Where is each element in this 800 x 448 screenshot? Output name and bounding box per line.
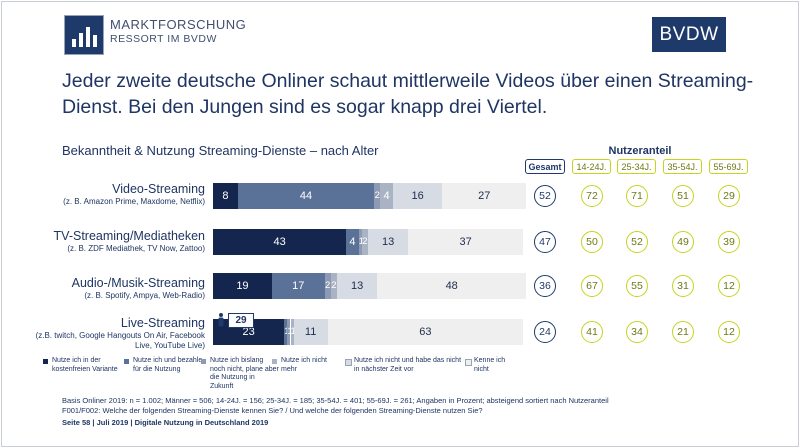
column-header-age-35-54: 35-54J. — [663, 159, 702, 174]
row-label-tv-streaming: TV-Streaming/Mediatheken (z. B. ZDF Medi… — [20, 229, 205, 254]
bar-segment: 19 — [213, 273, 272, 299]
legend-swatch — [43, 359, 48, 364]
row-label-audio-streaming: Audio-/Musik-Streaming (z. B. Spotify, A… — [20, 276, 205, 301]
bar-segment: 37 — [408, 229, 523, 255]
nutzeranteil-age-value: 21 — [672, 321, 694, 343]
legend-label: Nutze ich in der kostenfreien Variante — [52, 357, 118, 373]
nutzeranteil-age-value: 41 — [581, 321, 603, 343]
bar-segment: 2 — [374, 183, 381, 209]
legend-swatch — [201, 359, 206, 364]
bar-segment: 13 — [368, 229, 409, 255]
nutzeranteil-age-value: 52 — [626, 231, 648, 253]
bar-segment: 16 — [392, 183, 443, 209]
nutzeranteil-age-value: 34 — [626, 321, 648, 343]
legend-item: Nutze ich nicht und habe das nicht in nä… — [345, 357, 464, 374]
nutzeranteil-total-value: 36 — [534, 275, 556, 297]
legend-label: Nutze ich und bezahle für die Nutzung — [133, 357, 203, 373]
legend-label: Kenne ich nicht — [474, 357, 506, 373]
nutzeranteil-age-value: 12 — [718, 275, 740, 297]
row-examples: (z. B. ZDF Mediathek, TV Now, Zattoo) — [67, 244, 205, 253]
row-title: TV-Streaming/Mediatheken — [53, 229, 205, 243]
nutzeranteil-age-value: 49 — [672, 231, 694, 253]
column-header-age-25-34: 25-34J. — [617, 159, 656, 174]
row-title: Video-Streaming — [112, 182, 205, 196]
page-title: Jeder zweite deutsche Onliner schaut mit… — [62, 70, 754, 118]
nutzeranteil-age-value: 71 — [626, 185, 648, 207]
logo-line1: MARKTFORSCHUNG — [110, 17, 247, 32]
legend-label: Nutze ich nicht mehr — [281, 357, 327, 373]
legend-label: Nutze ich bislang noch nicht, plane aber… — [210, 357, 279, 390]
bvdw-logo-text: BVDW — [659, 24, 719, 45]
nutzeranteil-total-value: 47 — [534, 231, 556, 253]
bvdw-logo: BVDW — [652, 17, 726, 52]
bar-segment: 2 — [324, 273, 331, 299]
bar-segment: 1 — [284, 319, 290, 345]
callout-value: 29 — [228, 313, 254, 328]
nutzeranteil-age-value: 72 — [581, 185, 603, 207]
nutzeranteil-age-value: 31 — [672, 275, 694, 297]
column-header-total: Gesamt — [525, 159, 565, 174]
bar-segment: 43 — [213, 229, 347, 255]
bar-segment: 27 — [442, 183, 527, 209]
footnote-question: F001/F002: Welche der folgenden Streamin… — [62, 406, 483, 415]
nutzeranteil-age-value: 50 — [581, 231, 603, 253]
row-examples: (z. B. Spotify, Ampya, Web-Radio) — [84, 291, 205, 300]
row-examples: (z.B. twitch, Google Hangouts On Air, Fa… — [35, 331, 205, 350]
nutzeranteil-age-value: 67 — [581, 275, 603, 297]
page-footer: Seite 58 | Juli 2019 | Digitale Nutzung … — [62, 418, 269, 427]
nutzeranteil-age-value: 12 — [718, 321, 740, 343]
bar-segment: 4 — [346, 229, 359, 255]
bar-segment: 11 — [293, 319, 328, 345]
bar-segment: 63 — [327, 319, 523, 345]
nutzeranteil-age-value: 29 — [718, 185, 740, 207]
legend-swatch — [272, 359, 277, 364]
legend-swatch — [465, 359, 472, 366]
bar-segment: 4 — [380, 183, 393, 209]
bar-chart-logo-icon — [64, 15, 104, 55]
legend-item: Nutze ich und bezahle für die Nutzung — [124, 357, 203, 374]
bar-segment: 1 — [290, 319, 296, 345]
bar-segment: 44 — [237, 183, 375, 209]
bar-segment: 8 — [213, 183, 238, 209]
legend-label: Nutze ich nicht und habe das nicht in nä… — [354, 357, 462, 373]
legend-swatch — [345, 359, 352, 366]
column-header-age-55-69: 55-69J. — [709, 159, 748, 174]
legend-item: Nutze ich nicht mehr — [272, 357, 341, 374]
legend-swatch — [124, 359, 129, 364]
logo-line2: RESSORT IM BVDW — [110, 33, 217, 45]
row-examples: (z. B. Amazon Prime, Maxdome, Netflix) — [63, 197, 205, 206]
bar-segment: 2 — [361, 229, 368, 255]
nutzeranteil-total-value: 24 — [534, 321, 556, 343]
nutzeranteil-age-value: 39 — [718, 231, 740, 253]
live-streaming-callout: 29 — [214, 313, 254, 328]
row-label-video-streaming: Video-Streaming (z. B. Amazon Prime, Max… — [20, 182, 205, 207]
row-title: Live-Streaming — [120, 316, 205, 330]
bar-segment: 1 — [358, 229, 364, 255]
legend-item: Nutze ich in der kostenfreien Variante — [43, 357, 122, 374]
person-icon — [218, 313, 224, 327]
bar-segment: 13 — [337, 273, 378, 299]
column-header-age-14-24: 14-24J. — [572, 159, 611, 174]
nutzeranteil-title: Nutzeranteil — [608, 145, 672, 157]
bar-segment: 17 — [271, 273, 325, 299]
nutzeranteil-age-value: 51 — [672, 185, 694, 207]
footnote-base: Basis Onliner 2019: n = 1.002; Männer = … — [62, 396, 609, 405]
nutzeranteil-age-value: 55 — [626, 275, 648, 297]
legend-item: Kenne ich nicht — [465, 357, 514, 374]
bar-segment: 48 — [377, 273, 527, 299]
bar-segment: 1 — [287, 319, 293, 345]
row-title: Audio-/Musik-Streaming — [71, 276, 205, 290]
legend-item: Nutze ich bislang noch nicht, plane aber… — [201, 357, 280, 391]
nutzeranteil-total-value: 52 — [534, 185, 556, 207]
chart-subtitle: Bekanntheit & Nutzung Streaming-Dienste … — [62, 143, 379, 158]
bar-segment: 2 — [330, 273, 337, 299]
row-label-live-streaming: Live-Streaming (z.B. twitch, Google Hang… — [20, 316, 205, 351]
